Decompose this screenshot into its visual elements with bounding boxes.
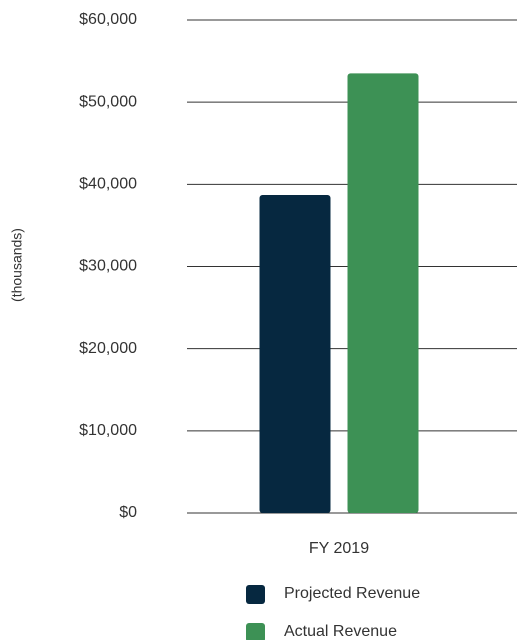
y-tick-label: $0 <box>119 504 137 521</box>
y-tick-label: $60,000 <box>79 11 137 28</box>
legend-swatch <box>246 585 265 604</box>
bar <box>259 195 331 513</box>
y-tick-label: $50,000 <box>79 93 137 110</box>
legend-label: Projected Revenue <box>284 585 420 602</box>
y-axis-label: (thousands) <box>9 228 25 302</box>
legend-label: Actual Revenue <box>284 623 397 640</box>
y-tick-label: $40,000 <box>79 176 137 193</box>
y-tick-label: $30,000 <box>79 258 137 275</box>
y-tick-label: $10,000 <box>79 422 137 439</box>
y-tick-label: $20,000 <box>79 340 137 357</box>
bar <box>347 73 419 514</box>
legend-swatch <box>246 623 265 640</box>
x-tick-label: FY 2019 <box>309 540 369 557</box>
